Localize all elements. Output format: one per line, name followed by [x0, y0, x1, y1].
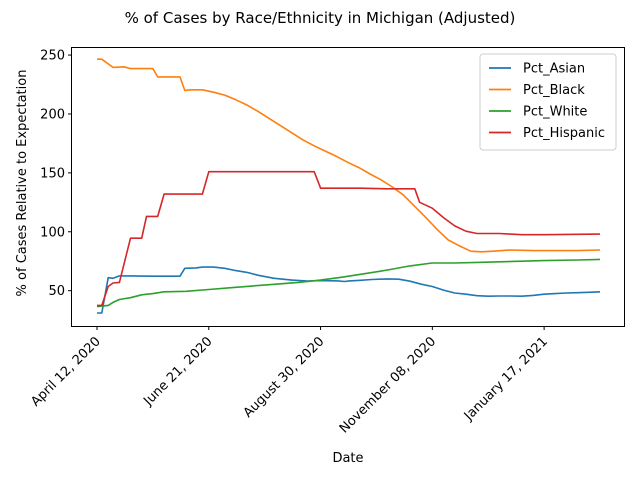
legend-label: Pct_White [523, 105, 587, 120]
y-tick-label: 50 [48, 284, 65, 299]
y-tick-label: 150 [40, 166, 65, 181]
legend: Pct_Asian Pct_Black Pct_White Pct_Hispanic [479, 53, 617, 151]
series-line-pct-black [97, 58, 601, 253]
x-tick-label: August 30, 2020 [241, 334, 328, 421]
series-line-pct-hispanic [97, 170, 601, 307]
legend-label: Pct_Black [523, 83, 585, 98]
y-axis-ticks: 50 100 150 200 250 [40, 49, 72, 299]
plot-frame [71, 47, 625, 327]
y-tick-label: 100 [40, 225, 65, 240]
legend-label: Pct_Asian [523, 62, 585, 77]
y-tick-label: 200 [40, 107, 65, 122]
x-tick-label: June 21, 2020 [140, 334, 215, 409]
legend-label: Pct_Hispanic [523, 126, 605, 141]
series-line-pct-white [96, 258, 601, 308]
y-axis-title: % of Cases Relative to Expectation [15, 70, 30, 297]
x-tick-label: November 08, 2020 [337, 334, 439, 436]
legend-box [479, 53, 617, 151]
series-lines [96, 58, 601, 314]
chart-title: % of Cases by Race/Ethnicity in Michigan… [125, 9, 516, 27]
x-axis-title: Date [332, 451, 363, 466]
x-tick-label: April 12, 2020 [28, 334, 103, 409]
y-tick-label: 250 [40, 49, 65, 64]
x-tick-label: January 17, 2021 [461, 334, 551, 424]
series-line-pct-asian [97, 266, 601, 314]
x-axis-ticks: April 12, 2020 June 21, 2020 August 30, 20… [28, 326, 551, 437]
